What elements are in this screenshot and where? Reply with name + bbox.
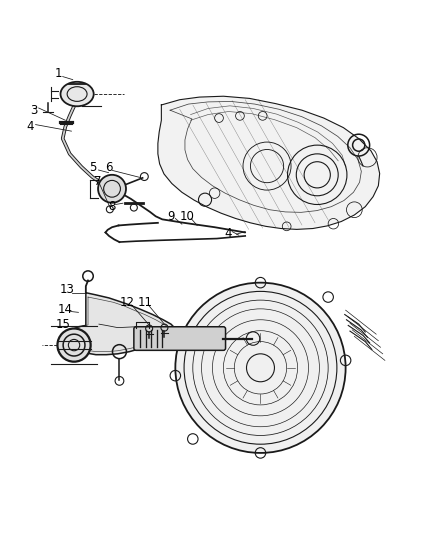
Text: 8: 8: [108, 200, 116, 213]
Polygon shape: [67, 293, 175, 354]
Text: 11: 11: [137, 296, 152, 309]
Text: 12: 12: [120, 296, 135, 309]
Text: 14: 14: [58, 303, 73, 316]
Circle shape: [175, 282, 346, 453]
Text: 6: 6: [105, 161, 113, 174]
Circle shape: [98, 175, 126, 203]
Ellipse shape: [60, 82, 94, 106]
Circle shape: [57, 328, 91, 362]
Text: 7: 7: [94, 175, 101, 188]
Text: 1: 1: [55, 67, 62, 79]
Text: 15: 15: [55, 318, 70, 330]
Text: 5: 5: [89, 161, 97, 174]
Text: 9: 9: [167, 210, 175, 223]
FancyBboxPatch shape: [134, 327, 226, 350]
Text: 3: 3: [30, 104, 37, 117]
Text: 13: 13: [60, 282, 74, 296]
Text: 10: 10: [180, 210, 195, 223]
Polygon shape: [158, 96, 380, 229]
Text: 4: 4: [27, 120, 34, 133]
Text: 4: 4: [225, 227, 232, 240]
